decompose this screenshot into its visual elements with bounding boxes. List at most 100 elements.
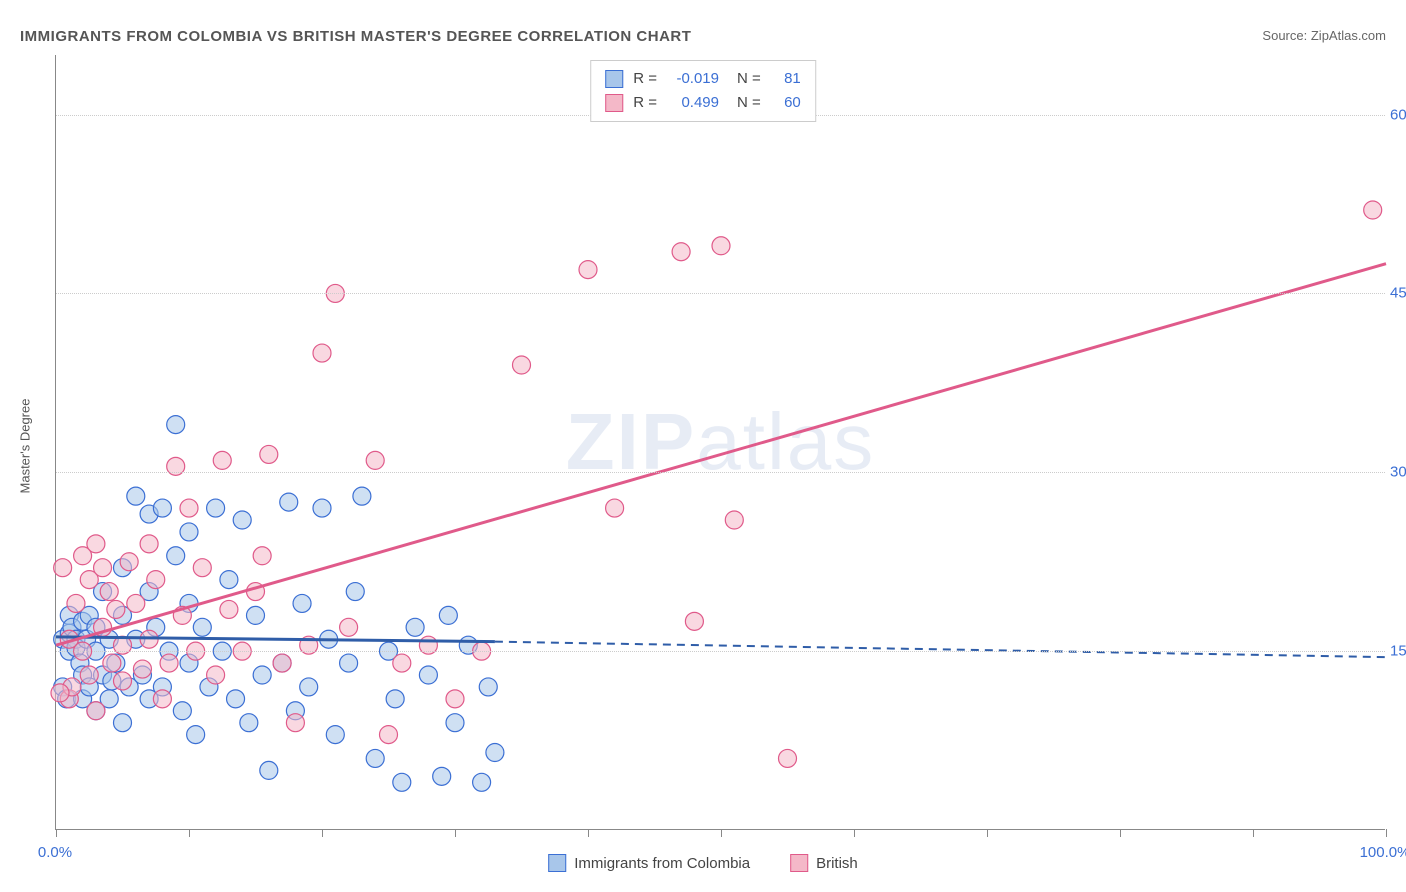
gridline xyxy=(56,472,1385,473)
data-point xyxy=(340,618,358,636)
legend-swatch xyxy=(605,70,623,88)
data-point xyxy=(260,445,278,463)
data-point xyxy=(386,690,404,708)
data-point xyxy=(606,499,624,517)
data-point xyxy=(366,749,384,767)
data-point xyxy=(153,499,171,517)
y-tick-label: 15.0% xyxy=(1390,643,1406,660)
data-point xyxy=(114,672,132,690)
data-point xyxy=(393,654,411,672)
x-tick xyxy=(588,829,589,837)
data-point xyxy=(240,714,258,732)
data-point xyxy=(207,499,225,517)
x-tick xyxy=(1386,829,1387,837)
x-tick xyxy=(455,829,456,837)
data-point xyxy=(187,726,205,744)
legend-series-label: British xyxy=(816,855,858,872)
data-point xyxy=(247,606,265,624)
data-point xyxy=(54,559,72,577)
legend-r-value: -0.019 xyxy=(667,67,719,91)
data-point xyxy=(167,547,185,565)
x-tick-label: 100.0% xyxy=(1360,844,1406,861)
plot-area: ZIPatlas 15.0%30.0%45.0%60.0% xyxy=(55,55,1385,830)
data-point xyxy=(127,594,145,612)
data-point xyxy=(127,487,145,505)
data-point xyxy=(51,684,69,702)
data-point xyxy=(685,612,703,630)
y-tick-label: 60.0% xyxy=(1390,106,1406,123)
legend-n-value: 60 xyxy=(771,91,801,115)
data-point xyxy=(227,690,245,708)
data-point xyxy=(260,761,278,779)
data-point xyxy=(380,726,398,744)
legend-stats-row: R =0.499N =60 xyxy=(605,91,801,115)
y-tick-label: 45.0% xyxy=(1390,285,1406,302)
data-point xyxy=(479,678,497,696)
data-point xyxy=(253,547,271,565)
data-point xyxy=(87,702,105,720)
legend-r-label: R = xyxy=(633,67,657,91)
data-point xyxy=(393,773,411,791)
legend-swatch xyxy=(790,854,808,872)
data-point xyxy=(366,451,384,469)
data-point xyxy=(273,654,291,672)
data-point xyxy=(160,654,178,672)
legend-series-item: Immigrants from Colombia xyxy=(548,854,750,872)
gridline xyxy=(56,293,1385,294)
data-point xyxy=(725,511,743,529)
data-point xyxy=(340,654,358,672)
x-tick xyxy=(721,829,722,837)
data-point xyxy=(80,666,98,684)
data-point xyxy=(473,773,491,791)
data-point xyxy=(419,666,437,684)
data-point xyxy=(180,499,198,517)
data-point xyxy=(446,714,464,732)
data-point xyxy=(207,666,225,684)
data-point xyxy=(107,600,125,618)
data-point xyxy=(313,499,331,517)
source-label: Source: xyxy=(1262,28,1307,43)
legend-r-label: R = xyxy=(633,91,657,115)
data-point xyxy=(353,487,371,505)
legend-swatch xyxy=(605,94,623,112)
data-point xyxy=(326,726,344,744)
source-attribution: Source: ZipAtlas.com xyxy=(1262,28,1386,43)
source-name: ZipAtlas.com xyxy=(1311,28,1386,43)
y-axis-title: Master's Degree xyxy=(18,399,33,494)
legend-series-label: Immigrants from Colombia xyxy=(574,855,750,872)
x-tick xyxy=(1120,829,1121,837)
data-point xyxy=(672,243,690,261)
data-point xyxy=(67,594,85,612)
x-tick xyxy=(56,829,57,837)
x-tick xyxy=(189,829,190,837)
data-point xyxy=(313,344,331,362)
trend-line xyxy=(56,264,1386,646)
data-point xyxy=(446,690,464,708)
data-point xyxy=(220,571,238,589)
data-point xyxy=(513,356,531,374)
data-point xyxy=(100,583,118,601)
data-point xyxy=(114,714,132,732)
data-point xyxy=(193,618,211,636)
data-point xyxy=(94,559,112,577)
x-tick-label: 0.0% xyxy=(38,844,72,861)
data-point xyxy=(779,749,797,767)
legend-stats: R =-0.019N =81R =0.499N =60 xyxy=(590,60,816,122)
data-point xyxy=(233,511,251,529)
legend-n-value: 81 xyxy=(771,67,801,91)
data-point xyxy=(579,261,597,279)
gridline xyxy=(56,651,1385,652)
data-point xyxy=(87,535,105,553)
x-tick xyxy=(1253,829,1254,837)
data-point xyxy=(153,690,171,708)
data-point xyxy=(286,714,304,732)
data-point xyxy=(180,523,198,541)
data-point xyxy=(346,583,364,601)
y-tick-label: 30.0% xyxy=(1390,464,1406,481)
data-point xyxy=(439,606,457,624)
trend-line-dashed xyxy=(495,642,1386,658)
legend-r-value: 0.499 xyxy=(667,91,719,115)
chart-title: IMMIGRANTS FROM COLOMBIA VS BRITISH MAST… xyxy=(20,28,691,45)
legend-stats-row: R =-0.019N =81 xyxy=(605,67,801,91)
data-point xyxy=(486,744,504,762)
